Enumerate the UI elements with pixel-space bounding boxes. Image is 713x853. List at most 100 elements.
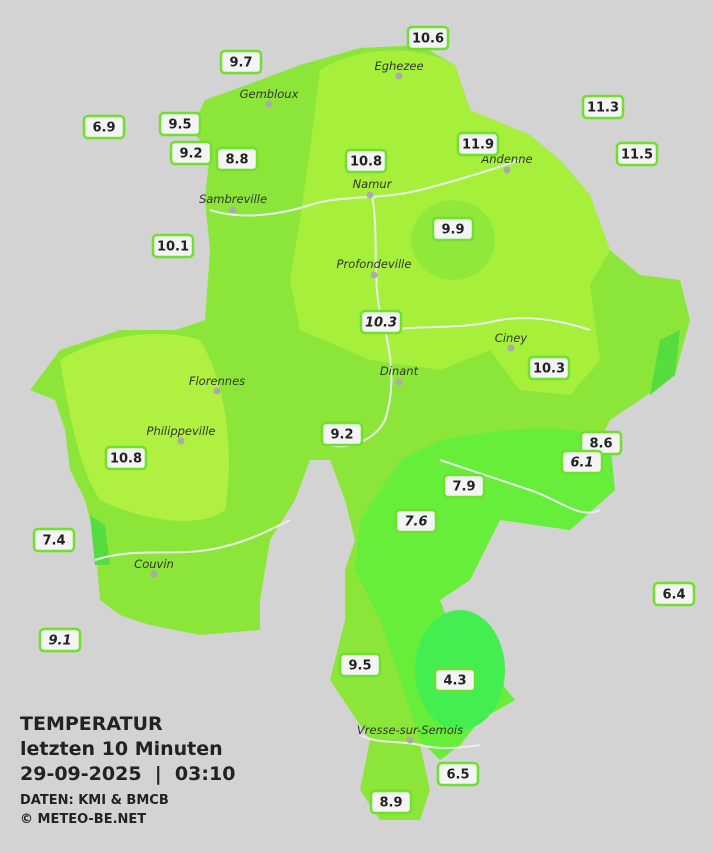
station-box: [359, 309, 403, 335]
station: 8.8: [215, 146, 259, 172]
town: Couvin: [134, 557, 174, 578]
station: 6.9: [82, 114, 126, 140]
town: Florennes: [189, 374, 245, 395]
town: Vresse-sur-Semois: [357, 723, 463, 744]
datetime: 29-09-2025 | 03:10: [20, 763, 235, 785]
station-value: 9.2: [179, 147, 202, 162]
station-value: 9.2: [330, 428, 353, 443]
station-value: 9.7: [229, 56, 252, 71]
station: 7.4: [32, 527, 76, 553]
station-value: 6.5: [446, 768, 469, 783]
station-value: 7.4: [42, 534, 65, 549]
station-value: 6.1: [570, 456, 593, 471]
station-box: [151, 233, 195, 259]
stations: 10.6 9.7 11.3 6.9 9.5 9.2 8.8 10.8 11.9 11.5 9.9 10…: [32, 25, 696, 815]
station-value: 9.1: [48, 634, 71, 649]
title: TEMPERATUR: [20, 713, 163, 735]
station-value: 10.8: [110, 452, 142, 467]
station-value: 10.3: [533, 362, 565, 377]
town-label: Ciney: [495, 331, 528, 345]
station: 6.1: [560, 449, 604, 475]
station: 10.8: [344, 148, 388, 174]
town: Dinant: [380, 364, 419, 386]
station-box: [215, 146, 259, 172]
town: Sambreville: [199, 192, 267, 214]
station: 11.9: [456, 131, 500, 157]
station-value: 6.4: [662, 588, 685, 603]
station-box: [158, 111, 202, 137]
station-box: [394, 508, 438, 534]
town: Ciney: [495, 331, 528, 352]
town-label: Profondeville: [337, 257, 412, 271]
station-box: [32, 527, 76, 553]
station-box: [433, 667, 477, 693]
rivers: [94, 159, 601, 749]
station-value: 7.6: [404, 515, 427, 530]
station: 7.6: [394, 508, 438, 534]
station-value: 9.9: [441, 223, 464, 238]
town-label: Sambreville: [199, 192, 267, 206]
station: 11.3: [581, 94, 625, 120]
station: 10.8: [104, 445, 148, 471]
station-value: 8.6: [589, 437, 612, 452]
station-value: 8.8: [225, 153, 248, 168]
station: 9.1: [38, 627, 82, 653]
station: 6.4: [652, 581, 696, 607]
station-box: [104, 445, 148, 471]
station-box: [436, 761, 480, 787]
town-label: Florennes: [189, 374, 245, 388]
town: Eghezee: [374, 59, 424, 80]
station: 8.6: [579, 430, 623, 456]
station: 4.3: [433, 667, 477, 693]
station-value: 4.3: [443, 674, 466, 689]
station-box: [431, 216, 475, 242]
station-value: 7.9: [452, 480, 475, 495]
station-value: 9.5: [348, 659, 371, 674]
station-box: [338, 652, 382, 678]
station-box: [581, 94, 625, 120]
station-box: [442, 473, 486, 499]
station: 9.7: [219, 49, 263, 75]
station-box: [652, 581, 696, 607]
copyright: © METEO-BE.NET: [20, 812, 146, 827]
station-box: [369, 789, 413, 815]
town-label: Namur: [353, 177, 393, 191]
town: Profondeville: [337, 257, 412, 279]
station-box: [406, 25, 450, 51]
station: 10.6: [406, 25, 450, 51]
station: 9.2: [169, 140, 213, 166]
station: 9.5: [158, 111, 202, 137]
station: 9.2: [320, 421, 364, 447]
station: 9.5: [338, 652, 382, 678]
town: Gembloux: [240, 87, 299, 108]
legend-text: TEMPERATUR letzten 10 Minuten 29-09-2025…: [20, 713, 235, 827]
town-label: Vresse-sur-Semois: [357, 723, 463, 737]
station: 10.1: [151, 233, 195, 259]
station-value: 10.8: [350, 155, 382, 170]
town-label: Gembloux: [240, 87, 299, 101]
town: Philippeville: [147, 424, 215, 445]
town-label: Couvin: [134, 557, 174, 571]
station: 6.5: [436, 761, 480, 787]
station-box: [615, 141, 659, 167]
station-value: 10.1: [157, 240, 189, 255]
station-box: [169, 140, 213, 166]
station-value: 11.5: [621, 148, 653, 163]
station-value: 10.6: [412, 32, 444, 47]
station-value: 6.9: [92, 121, 115, 136]
station-box: [320, 421, 364, 447]
station: 10.3: [359, 309, 403, 335]
station-box: [82, 114, 126, 140]
towns: Eghezee Gembloux Andenne Sambreville Nam…: [134, 59, 533, 744]
station: 8.9: [369, 789, 413, 815]
station: 10.3: [527, 355, 571, 381]
town-label: Dinant: [380, 364, 419, 378]
station-box: [560, 449, 604, 475]
station-value: 11.9: [462, 138, 494, 153]
station-box: [219, 49, 263, 75]
station-value: 10.3: [365, 316, 397, 331]
station-value: 9.5: [168, 118, 191, 133]
station-value: 8.9: [379, 796, 402, 811]
period: letzten 10 Minuten: [20, 738, 223, 760]
